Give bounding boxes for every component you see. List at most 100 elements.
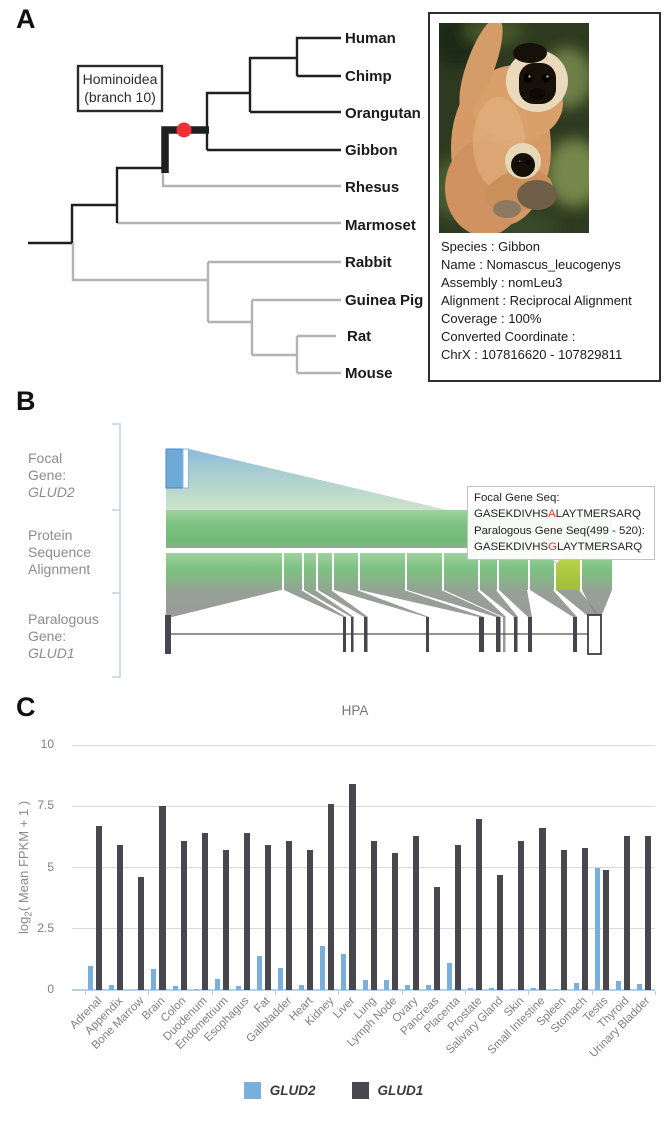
bar-GLUD1-Esophagus [243, 833, 251, 990]
bar-GLUD1-Salivary Gland [497, 874, 504, 990]
focal-gene-row-label: Focal Gene: GLUD2 [28, 450, 75, 501]
bar-GLUD1-Kidney [328, 803, 335, 990]
panel-b-label: B [16, 386, 36, 416]
bar-GLUD2-Thyroid [615, 981, 621, 990]
legend-label-GLUD1: GLUD1 [377, 1083, 424, 1098]
x-axis-tick [148, 991, 150, 995]
bar-GLUD1-Heart [307, 850, 314, 990]
bar-GLUD2-Stomach [573, 982, 579, 990]
bar-GLUD1-Prostate [476, 818, 483, 990]
bar-GLUD1-Appendix [117, 845, 124, 990]
species-label: Rabbit [345, 254, 392, 271]
bar-GLUD1-Spleen [560, 850, 567, 990]
bar-GLUD2-Brain [151, 969, 157, 990]
bar-GLUD2-Small Intestine [531, 987, 537, 990]
bar-GLUD2-Endometrium [214, 978, 220, 990]
bar-GLUD2-Appendix [109, 985, 115, 990]
tooltip-title: Focal Gene Seq: [474, 492, 560, 504]
y-tick-label: 2.5 [37, 920, 54, 935]
bar-GLUD2-Pancreas [425, 985, 431, 990]
hominoidea-branch [161, 126, 209, 173]
focal-gene-name: GLUD2 [28, 484, 75, 500]
legend-label-GLUD2: GLUD2 [269, 1083, 316, 1098]
row-bracket [112, 423, 121, 678]
panel-c-label: C [16, 692, 36, 722]
paralog-residue: G [548, 541, 557, 554]
species-label: Rhesus [345, 179, 399, 196]
y-tick-label: 10 [40, 737, 54, 751]
bar-GLUD1-Fat [264, 845, 272, 990]
focal-label-line1: Focal [28, 450, 63, 466]
focal-branches [28, 36, 341, 245]
bar-GLUD2-Colon [172, 986, 178, 990]
species-label: Human [345, 30, 396, 47]
alignment-to-exon-funnels [166, 590, 612, 617]
sequence-tooltip: Focal Gene Seq: GASEKDIVHSALAYTMERSARQ P… [467, 486, 655, 560]
bar-GLUD1-Bone Marrow [138, 877, 145, 990]
focal-gene-utr [182, 448, 189, 489]
info-line-species: Species : Gibbon [441, 239, 541, 254]
bar-GLUD1-Lung [370, 840, 377, 990]
bar-GLUD2-Prostate [468, 987, 474, 990]
info-line-alignment: Alignment : Reciprocal Alignment [441, 293, 632, 308]
tooltip-paralog-title: Paralogous Gene Seq(499 - 520): [474, 524, 645, 537]
bar-GLUD2-Heart [299, 985, 305, 990]
legend-item-GLUD2: GLUD2 [243, 1082, 316, 1099]
focal-to-alignment-funnel [166, 449, 447, 510]
bar-GLUD1-Urinary Bladder [644, 835, 652, 990]
info-line-assembly: Assembly : nomLeu3 [441, 275, 563, 290]
gibbon-photo [439, 23, 589, 233]
bar-GLUD2-Testis [594, 867, 600, 990]
bar-GLUD1-Placenta [454, 845, 462, 990]
x-axis-tick [654, 991, 656, 995]
bar-GLUD2-Gallbladder [278, 967, 284, 990]
bar-GLUD1-Adrenal [96, 825, 103, 990]
bar-GLUD2-Esophagus [235, 986, 241, 990]
legend-item-GLUD1: GLUD1 [351, 1082, 424, 1099]
paralog-label-line1: Paralogous [28, 611, 99, 627]
bar-GLUD1-Skin [518, 840, 525, 990]
x-axis-tick [338, 991, 340, 995]
bar-GLUD2-Duodenum [193, 988, 199, 990]
info-line-name: Name : Nomascus_leucogenys [441, 257, 621, 272]
bar-GLUD2-Adrenal [88, 965, 94, 990]
alignment-row-label: Protein Sequence Alignment [28, 527, 91, 578]
species-label: Guinea Pig [345, 292, 423, 309]
bar-GLUD1-Pancreas [433, 887, 441, 990]
bar-GLUD2-Kidney [320, 945, 326, 990]
bar-GLUD1-Colon [180, 840, 187, 990]
legend-swatch-GLUD2 [243, 1082, 261, 1099]
chart-legend: GLUD2 GLUD1 [0, 1082, 667, 1099]
alignment-label-line3: Alignment [28, 561, 91, 577]
legend-swatch-GLUD1 [351, 1082, 369, 1099]
species-label: Marmoset [345, 217, 416, 234]
focal-substituted-residue: A [548, 508, 556, 521]
gridline [72, 805, 655, 807]
x-axis-tick [464, 991, 466, 995]
bar-GLUD2-Lymph Node [383, 980, 389, 990]
x-axis-tick [528, 991, 530, 995]
species-info-text: Species : Gibbon Name : Nomascus_leucoge… [441, 238, 632, 364]
info-line-coordinate: Converted Coordinate : [441, 329, 576, 344]
alignment-segment-gaps [282, 553, 582, 590]
focal-gene-exon [165, 448, 185, 489]
clade-label-line2: (branch 10) [84, 89, 156, 105]
bar-GLUD1-Liver [349, 784, 356, 990]
focal-label-line2: Gene: [28, 467, 67, 483]
bar-GLUD2-Fat [256, 955, 262, 990]
paralog-label-line2: Gene: [28, 628, 67, 644]
chart-plot-area [72, 744, 656, 995]
bar-GLUD2-Spleen [552, 988, 558, 990]
paralog-exons [165, 615, 577, 654]
clade-label-line1: Hominoidea [83, 71, 158, 87]
bar-GLUD1-Endometrium [222, 850, 229, 990]
focal-sequence: GASEKDIVHSALAYTMERSARQ [474, 508, 641, 521]
y-tick-label: 5 [47, 859, 54, 874]
bar-GLUD1-Lymph Node [391, 852, 398, 990]
bar-GLUD2-Placenta [446, 963, 452, 990]
bar-GLUD1-Stomach [581, 847, 588, 990]
y-tick-label: 7.5 [37, 798, 54, 813]
species-info-box: Species : Gibbon Name : Nomascus_leucoge… [428, 12, 661, 382]
gridline [72, 928, 655, 930]
